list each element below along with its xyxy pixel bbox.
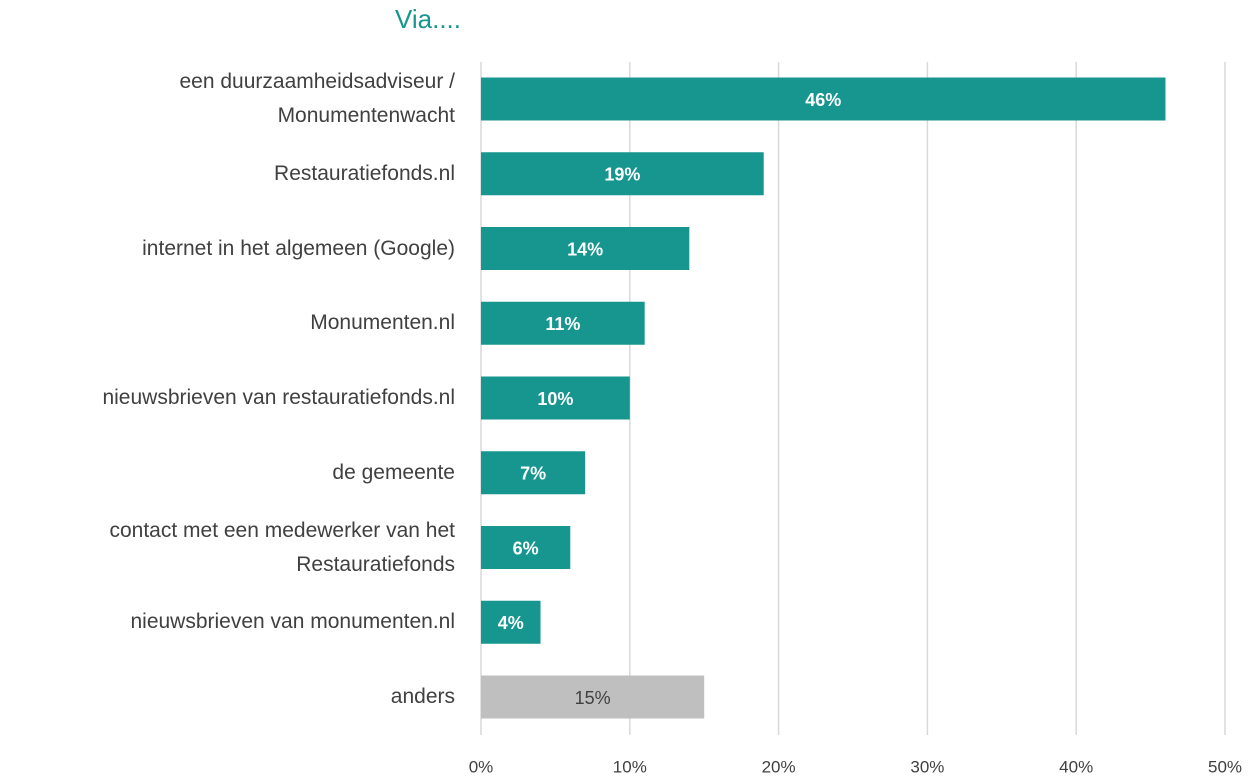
bar xyxy=(481,526,571,569)
x-tick-label: 50% xyxy=(1208,757,1242,776)
x-tick-label: 0% xyxy=(469,757,494,776)
value-label: 6% xyxy=(513,538,539,558)
value-label: 4% xyxy=(498,613,524,633)
bar xyxy=(481,301,645,345)
y-tick-label: internet in het algemeen (Google) xyxy=(142,236,455,260)
y-tick-label: de gemeente xyxy=(332,460,455,484)
y-tick-label: nieuwsbrieven van monumenten.nl xyxy=(130,610,455,634)
value-label: 14% xyxy=(567,239,603,259)
y-tick-label: nieuwsbrieven van restauratiefonds.nl xyxy=(102,386,455,409)
value-label: 7% xyxy=(520,464,546,484)
chart-title: Via.... xyxy=(395,4,462,34)
x-tick-label: 30% xyxy=(910,757,944,776)
x-tick-label: 40% xyxy=(1059,757,1093,776)
y-tick-label: anders xyxy=(390,685,455,708)
y-tick-label: contact met een medewerker van het Resta… xyxy=(109,518,455,576)
y-tick-label: Restauratiefonds.nl xyxy=(274,161,455,185)
y-tick-label: Monumenten.nl xyxy=(310,311,455,335)
x-tick-label: 20% xyxy=(762,757,796,776)
value-label: 19% xyxy=(604,165,640,185)
bar xyxy=(481,227,690,270)
bar xyxy=(481,600,541,644)
bar xyxy=(481,376,630,420)
y-tick-label: een duurzaamheidsadviseur / Monumentenwa… xyxy=(179,70,455,127)
value-label: 11% xyxy=(545,314,580,334)
bar xyxy=(481,675,705,719)
value-label: 46% xyxy=(805,90,841,110)
bar xyxy=(481,77,1166,121)
value-label: 10% xyxy=(537,389,573,409)
bar xyxy=(481,152,764,196)
bar xyxy=(481,451,586,495)
value-label: 15% xyxy=(575,688,611,708)
x-tick-label: 10% xyxy=(613,757,647,776)
